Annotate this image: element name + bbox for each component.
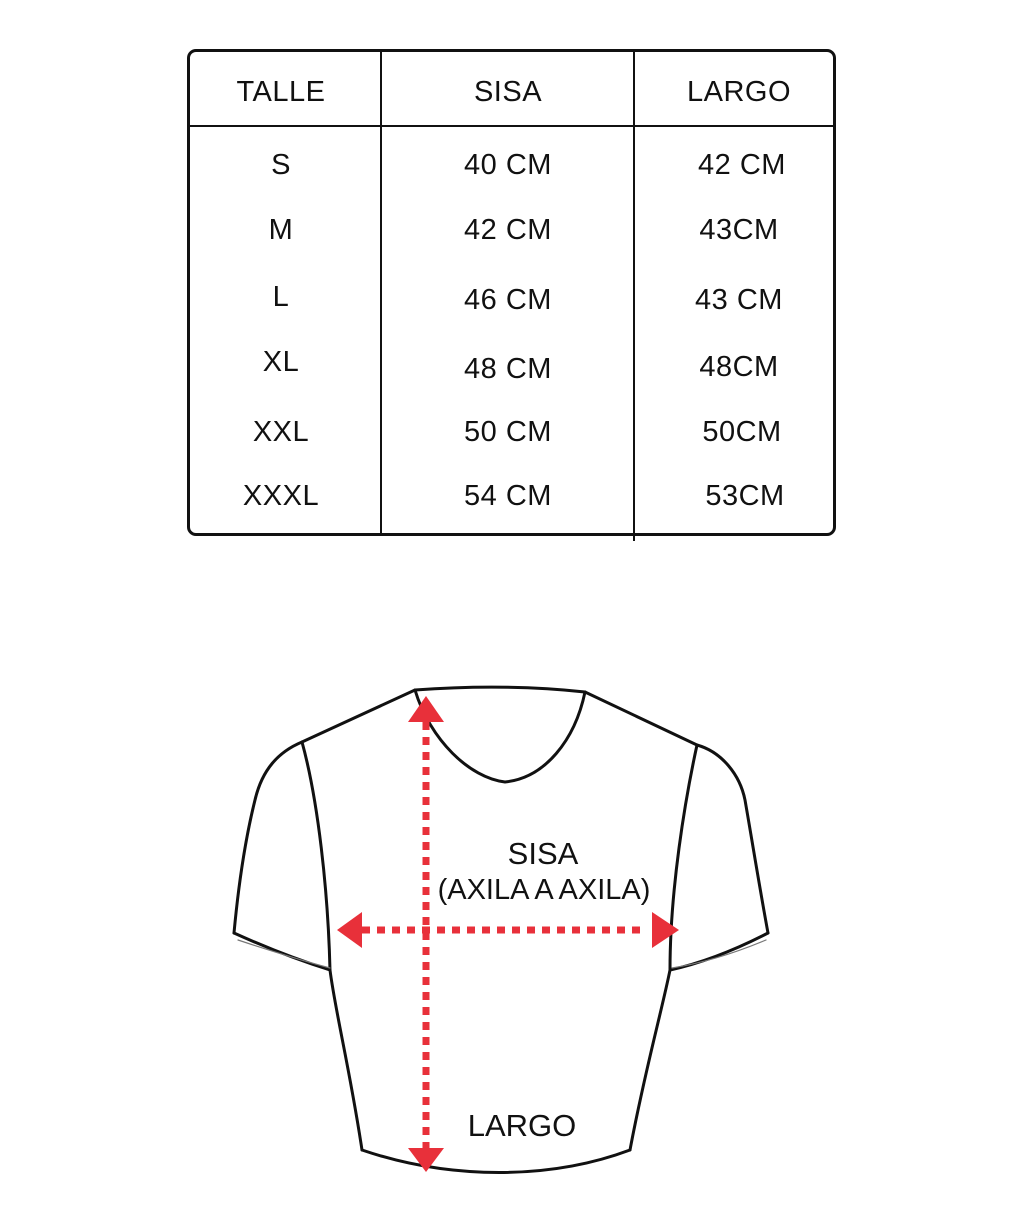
size-cell: XXL [252,416,310,448]
size-cell: XL [262,346,300,378]
tshirt-outline-icon [232,685,770,1174]
size-cell: L [272,281,290,313]
size-cell: S [271,149,291,181]
sisa-cell: 50 CM [464,416,552,448]
largo-cell: 50CM [702,416,782,448]
sisa-label: SISA [507,836,579,871]
column-divider-1 [380,52,382,536]
largo-cell: 43CM [699,214,779,246]
sisa-sub-label: (AXILA A AXILA) [437,874,651,906]
sisa-cell: 42 CM [464,214,552,246]
sisa-cell: 54 CM [464,480,552,512]
header-divider [190,125,833,127]
header-largo: LARGO [686,76,792,108]
sisa-cell: 46 CM [464,284,552,316]
largo-cell: 48CM [699,351,779,383]
largo-cell: 53CM [705,480,785,512]
size-cell: M [268,214,294,246]
sisa-cell: 40 CM [464,149,552,181]
header-talle: TALLE [236,76,326,108]
header-sisa: SISA [473,76,543,108]
largo-cell: 42 CM [698,149,786,181]
largo-cell: 43 CM [695,284,783,316]
size-cell: XXXL [242,480,320,512]
sisa-arrow [337,912,679,948]
column-divider-2 [633,52,635,541]
sisa-cell: 48 CM [464,353,552,385]
size-table: TALLE SISA LARGO S 40 CM 42 CM M 42 CM 4… [187,49,836,541]
largo-label: LARGO [467,1108,577,1143]
largo-arrow [408,696,444,1172]
